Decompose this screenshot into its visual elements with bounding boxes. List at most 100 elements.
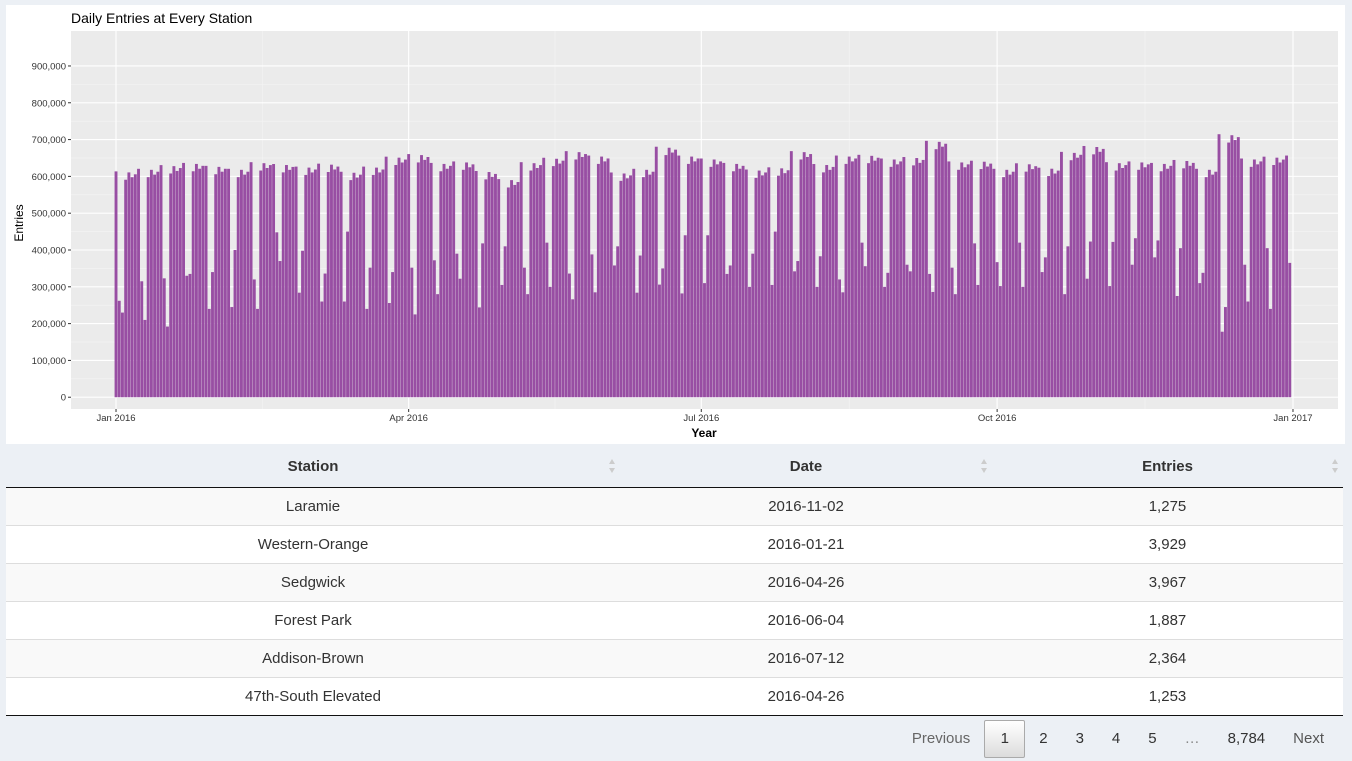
- cell-entries: 1,275: [992, 487, 1343, 526]
- bar: [1014, 163, 1018, 398]
- bar: [268, 165, 272, 398]
- bar: [870, 155, 874, 398]
- cell-entries: 2,364: [992, 639, 1343, 678]
- cell-entries: 3,967: [992, 563, 1343, 602]
- bar: [571, 299, 575, 398]
- bar: [272, 164, 276, 398]
- page-button[interactable]: 2: [1039, 730, 1048, 747]
- bar: [1153, 257, 1157, 398]
- cell-date: 2016-04-26: [620, 677, 992, 716]
- bar: [638, 255, 642, 398]
- bar: [722, 162, 726, 398]
- bar: [265, 168, 269, 398]
- table-row: Western-Orange 2016-01-21 3,929: [6, 525, 1343, 564]
- bar: [278, 261, 282, 398]
- page-button-current[interactable]: 1: [984, 720, 1026, 758]
- bar: [1121, 168, 1124, 398]
- bar: [1005, 169, 1009, 398]
- bar: [715, 164, 719, 398]
- bar: [1130, 264, 1134, 398]
- bar: [1008, 174, 1012, 398]
- bar: [143, 319, 147, 398]
- entries-table: Station Date Entries Laramie 2016-11-02 1,…: [6, 445, 1343, 716]
- page-button[interactable]: 4: [1111, 730, 1121, 747]
- table-row: Addison-Brown 2016-07-12 2,364: [6, 639, 1343, 678]
- bar: [696, 158, 700, 398]
- cell-station: Forest Park: [6, 601, 620, 640]
- bar: [413, 314, 417, 398]
- bar: [802, 152, 806, 398]
- page-button-last[interactable]: 8,784: [1227, 730, 1266, 747]
- bar: [661, 268, 665, 398]
- bar: [323, 273, 327, 398]
- bar: [1034, 166, 1038, 398]
- bar: [307, 167, 311, 398]
- page-button[interactable]: 5: [1148, 730, 1157, 747]
- bar: [1265, 248, 1269, 398]
- bar: [754, 177, 758, 398]
- cell-entries: 1,253: [992, 677, 1343, 716]
- bar: [709, 166, 713, 398]
- bar: [516, 182, 520, 398]
- bar: [1072, 152, 1076, 398]
- bar: [429, 162, 433, 398]
- bar: [947, 161, 951, 398]
- bar: [899, 161, 903, 398]
- bar: [1069, 160, 1073, 398]
- bar: [992, 168, 996, 398]
- bar: [1133, 238, 1137, 398]
- bar: [1095, 147, 1099, 398]
- bar: [1047, 176, 1051, 398]
- bar: [1021, 286, 1025, 398]
- bar: [166, 326, 169, 398]
- cell-entries: 3,929: [992, 525, 1343, 564]
- bar: [937, 141, 941, 398]
- table-header-row: Station Date Entries: [6, 445, 1343, 488]
- bar: [580, 156, 584, 398]
- bar: [352, 172, 356, 398]
- bar: [288, 169, 292, 398]
- bar: [220, 171, 224, 398]
- next-page-button[interactable]: Next: [1293, 730, 1324, 747]
- bar: [551, 166, 555, 398]
- table-row: Forest Park 2016-06-04 1,887: [6, 601, 1343, 640]
- bar: [1275, 157, 1279, 398]
- page-button[interactable]: 3: [1075, 730, 1084, 747]
- bar: [941, 146, 944, 398]
- column-header-entries[interactable]: Entries: [992, 445, 1343, 488]
- bar: [976, 284, 980, 398]
- bar: [535, 168, 539, 398]
- bar: [294, 166, 298, 398]
- bar: [1076, 157, 1079, 398]
- column-header-label: Date: [789, 457, 823, 475]
- column-header-date[interactable]: Date: [620, 445, 992, 488]
- bar: [239, 169, 243, 398]
- column-header-station[interactable]: Station: [6, 445, 620, 488]
- bar: [567, 273, 571, 398]
- y-tick-label: 400,000: [32, 245, 66, 256]
- bar: [587, 155, 591, 398]
- bar: [686, 163, 690, 398]
- bar: [416, 162, 420, 398]
- bar: [818, 256, 822, 398]
- bar: [712, 159, 716, 398]
- bar: [770, 284, 774, 398]
- daily-entries-chart: Daily Entries at Every Station 0 100,000 2…: [12, 10, 1338, 440]
- previous-page-button[interactable]: Previous: [911, 730, 971, 747]
- x-axis-label: Year: [691, 426, 717, 440]
- bar: [648, 174, 652, 398]
- bar: [1249, 166, 1253, 398]
- bar: [371, 174, 375, 398]
- bar: [616, 246, 620, 398]
- bar: [285, 165, 288, 398]
- bar: [777, 175, 780, 398]
- y-tick-label: 600,000: [32, 172, 66, 183]
- bar: [481, 243, 485, 398]
- bar: [555, 158, 559, 398]
- bar: [931, 291, 935, 398]
- bar: [828, 169, 832, 398]
- bar: [1220, 331, 1224, 398]
- bar: [998, 286, 1002, 398]
- bar: [796, 261, 800, 398]
- bar: [986, 166, 989, 398]
